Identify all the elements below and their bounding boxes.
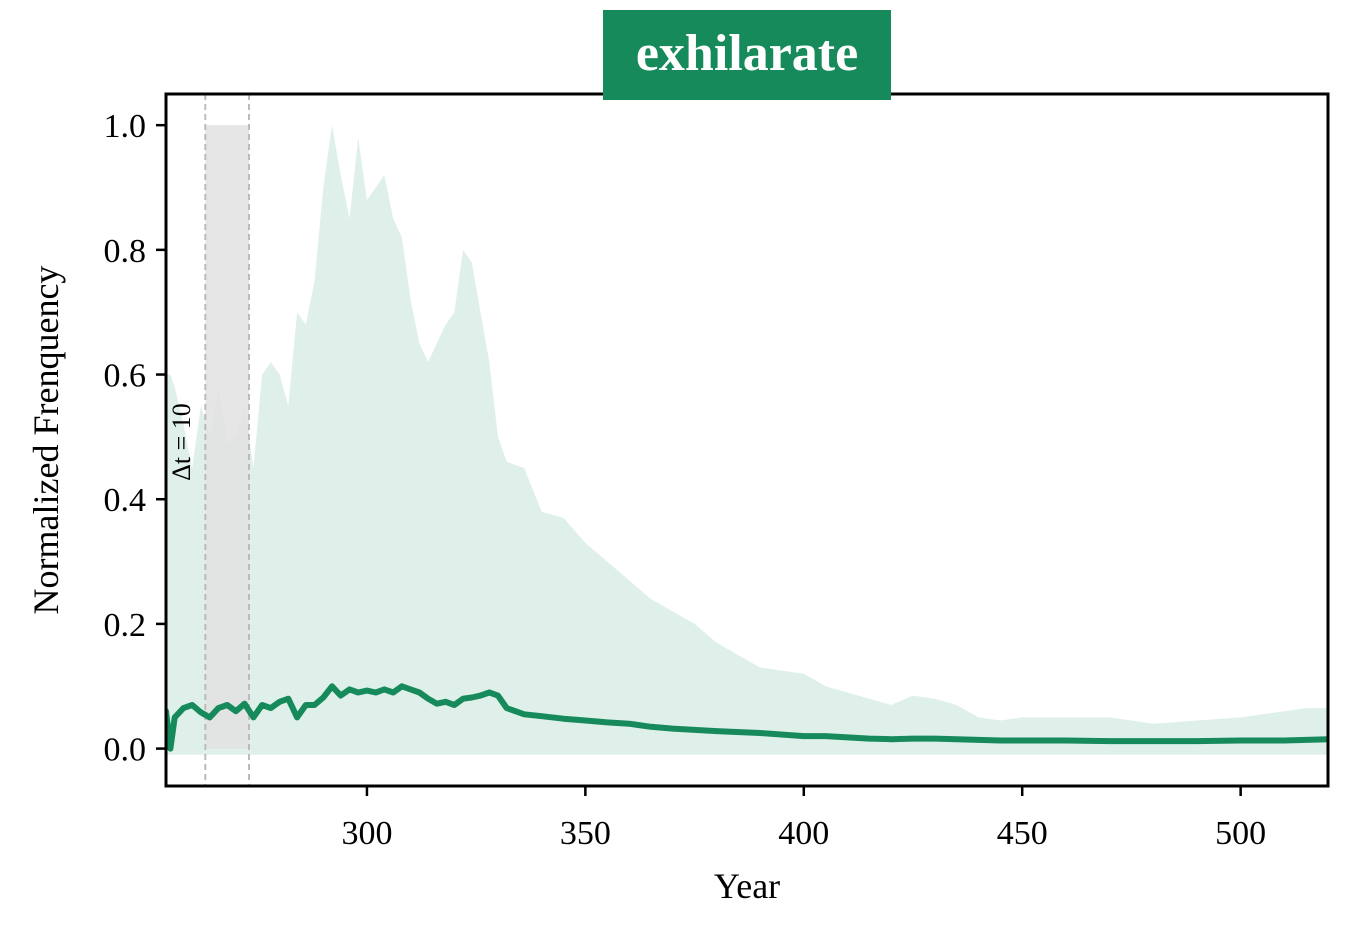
y-tick-label: 0.6 <box>104 358 147 395</box>
y-tick-label: 1.0 <box>104 108 147 145</box>
highlight-window <box>205 125 249 749</box>
chart-title: exhilarate <box>636 25 858 82</box>
y-tick-label: 0.4 <box>104 482 147 519</box>
x-axis-label: Year <box>714 866 780 906</box>
y-tick-label: 0.8 <box>104 233 147 270</box>
y-axis-label: Normalized Frenquency <box>26 266 66 615</box>
frequency-band <box>166 125 1328 755</box>
axis-ticks: 300 350 400 450 500 0.0 0.2 0.4 0.6 0.8 1.0 <box>104 108 1267 852</box>
x-tick-label: 350 <box>560 815 611 852</box>
delta-t-annotation: Δt = 10 <box>167 403 196 481</box>
frequency-line <box>166 683 1328 752</box>
plot-content <box>166 94 1328 786</box>
x-tick-label: 450 <box>997 815 1048 852</box>
y-tick-label: 0.2 <box>104 607 147 644</box>
plot-area <box>166 94 1328 786</box>
x-tick-label: 500 <box>1215 815 1266 852</box>
x-tick-label: 400 <box>778 815 829 852</box>
title-badge <box>603 10 891 100</box>
x-tick-label: 300 <box>341 815 392 852</box>
y-tick-label: 0.0 <box>104 732 147 769</box>
